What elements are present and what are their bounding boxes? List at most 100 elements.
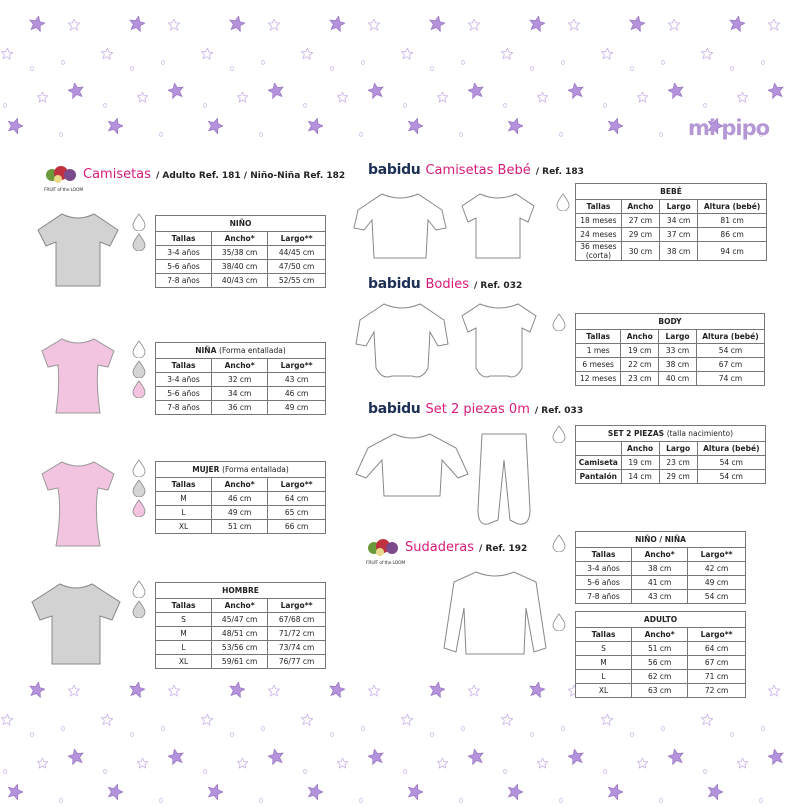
fruit-of-the-loom-text: FRUIT of the LOOM bbox=[44, 188, 84, 193]
table-row: 24 meses 29 cm 37 cm 86 cm bbox=[575, 227, 767, 242]
star-outline-icon bbox=[367, 682, 381, 701]
table-cell: 35/38 cm bbox=[211, 245, 269, 260]
table-cell: Pantalón bbox=[575, 469, 622, 484]
star-outline-icon bbox=[300, 45, 314, 64]
star-outline-icon bbox=[735, 754, 749, 773]
dot-icon bbox=[130, 722, 134, 741]
star-outline-icon bbox=[435, 754, 449, 773]
table-cell: 30 cm bbox=[620, 241, 661, 261]
star-filled-icon bbox=[107, 117, 125, 138]
star-filled-icon bbox=[167, 82, 184, 103]
star-outline-icon bbox=[467, 16, 481, 35]
star-outline-icon bbox=[700, 45, 714, 64]
sweatshirt-illustration bbox=[443, 571, 547, 655]
star-outline-icon bbox=[67, 682, 81, 701]
table-cell: 74 cm bbox=[695, 371, 766, 386]
table-cell: 14 cm bbox=[620, 469, 660, 484]
dot-icon bbox=[261, 50, 265, 69]
star-filled-icon bbox=[29, 681, 46, 702]
table-cell: 3-4 años bbox=[154, 245, 213, 260]
star-filled-icon bbox=[629, 15, 646, 36]
table-cell: 46 cm bbox=[211, 491, 269, 506]
column-header: Altura (bebé) bbox=[696, 441, 767, 456]
table-cell: 65 cm bbox=[267, 505, 326, 520]
table-row: 3-4 años 32 cm 43 cm bbox=[154, 372, 326, 387]
column-header: Ancho* bbox=[211, 477, 269, 492]
color-swatch-white-icon bbox=[552, 313, 566, 335]
star-filled-icon bbox=[267, 82, 284, 103]
table-title: ADULTO bbox=[575, 611, 746, 628]
product-title: Camisetas Bebé bbox=[425, 163, 531, 178]
table-cell: 33 cm bbox=[658, 343, 697, 358]
dot-icon bbox=[259, 788, 263, 807]
table-row: Pantalón 14 cm 29 cm 54 cm bbox=[575, 469, 767, 484]
table-row: 3-4 años 35/38 cm 44/45 cm bbox=[154, 245, 326, 260]
star-outline-icon bbox=[35, 88, 49, 107]
column-header: Ancho* bbox=[631, 627, 689, 642]
product-ref: / Ref. 192 bbox=[479, 544, 528, 554]
dot-icon bbox=[761, 716, 765, 735]
size-table-body: BODY Tallas Ancho Largo Altura (bebé) 1 mes 1… bbox=[574, 313, 766, 386]
dot-icon bbox=[761, 50, 765, 69]
table-cell: 52/55 cm bbox=[267, 273, 326, 288]
size-table-bebe: BEBÉ Tallas Ancho Largo Altura (bebé) 18 mes… bbox=[575, 183, 767, 261]
fruit-cluster-icon bbox=[368, 539, 398, 556]
color-swatch-pink-icon bbox=[132, 499, 146, 521]
star-filled-icon bbox=[267, 748, 284, 769]
column-header: Largo** bbox=[267, 231, 326, 246]
fruit-of-the-loom-logo: FRUIT of the LOOM bbox=[366, 539, 405, 566]
color-swatch-white-icon bbox=[132, 459, 146, 481]
table-row: 5-6 años 41 cm 49 cm bbox=[574, 575, 746, 590]
dot-icon bbox=[503, 759, 507, 778]
table-cell: 71 cm bbox=[687, 669, 746, 684]
star-filled-icon bbox=[529, 681, 546, 702]
table-row: 7-8 años 43 cm 54 cm bbox=[574, 589, 746, 604]
star-filled-icon bbox=[307, 117, 325, 138]
dot-icon bbox=[261, 716, 265, 735]
dot-icon bbox=[130, 56, 134, 75]
baby-shortsleeve-illustration bbox=[461, 193, 535, 259]
column-header: Ancho* bbox=[211, 358, 269, 373]
star-filled-icon bbox=[207, 117, 225, 138]
star-outline-icon bbox=[135, 754, 149, 773]
table-cell: 5-6 años bbox=[574, 575, 633, 590]
column-header: Largo bbox=[658, 329, 697, 344]
table-row: S 51 cm 64 cm bbox=[574, 641, 746, 656]
table-row: 5-6 años 38/40 cm 47/50 cm bbox=[154, 259, 326, 274]
star-filled-icon bbox=[367, 82, 384, 103]
star-filled-icon bbox=[307, 783, 325, 804]
table-cell: 7-8 años bbox=[154, 400, 213, 415]
dot-icon bbox=[561, 50, 565, 69]
column-header: Ancho* bbox=[211, 598, 269, 613]
column-header: Largo bbox=[659, 199, 699, 214]
dot-icon bbox=[503, 93, 507, 112]
dot-icon bbox=[403, 93, 407, 112]
dot-icon bbox=[459, 122, 463, 141]
set-shirt-illustration bbox=[355, 433, 469, 497]
body-longsleeve-illustration bbox=[355, 303, 449, 378]
table-cell: 7-8 años bbox=[574, 589, 633, 604]
table-row: 7-8 años 40/43 cm 52/55 cm bbox=[154, 273, 326, 288]
table-cell: 19 cm bbox=[620, 455, 660, 470]
table-cell: M bbox=[154, 626, 213, 641]
table-cell: 42 cm bbox=[687, 561, 746, 576]
table-row: XL 51 cm 66 cm bbox=[154, 519, 326, 534]
baby-longsleeve-illustration bbox=[353, 193, 447, 259]
size-table-set: SET 2 PIEZAS (talla nacimiento) Ancho Larg… bbox=[575, 425, 767, 484]
dot-icon bbox=[603, 93, 607, 112]
table-cell: 7-8 años bbox=[154, 273, 213, 288]
dot-icon bbox=[559, 122, 563, 141]
dot-icon bbox=[303, 93, 307, 112]
color-swatch-white-icon bbox=[552, 425, 566, 447]
dot-icon bbox=[361, 716, 365, 735]
table-cell: 43 cm bbox=[267, 372, 326, 387]
table-row: 12 meses 23 cm 40 cm 74 cm bbox=[574, 371, 766, 386]
star-filled-icon bbox=[229, 15, 246, 36]
column-header: Tallas bbox=[154, 358, 213, 373]
star-filled-icon bbox=[729, 15, 746, 36]
column-header: Altura (bebé) bbox=[695, 329, 766, 344]
column-header: Tallas bbox=[575, 199, 622, 214]
table-cell: XL bbox=[154, 519, 213, 534]
table-row: L 53/56 cm 73/74 cm bbox=[154, 640, 326, 655]
table-cell: 49 cm bbox=[687, 575, 746, 590]
